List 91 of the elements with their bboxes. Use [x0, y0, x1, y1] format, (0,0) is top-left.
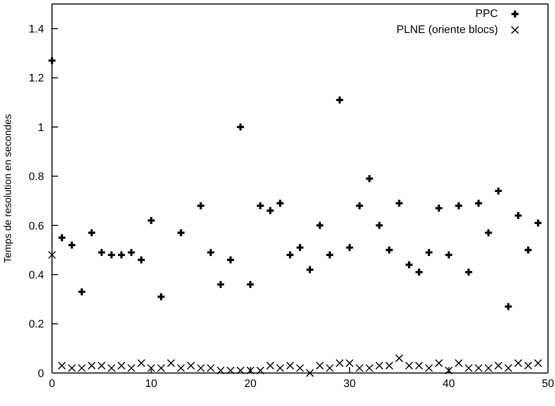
- point: [206, 248, 216, 258]
- point: [434, 359, 443, 368]
- y-tick-label: 0.8: [28, 171, 44, 184]
- point: [57, 233, 67, 242]
- point: [266, 206, 275, 216]
- x-tick-label: 0: [48, 378, 56, 390]
- point: [48, 250, 56, 259]
- point: [77, 287, 86, 296]
- point: [434, 204, 444, 213]
- point: [335, 95, 344, 105]
- point: [176, 228, 186, 238]
- y-axis-title: Temps de resolution en secondes: [3, 114, 14, 263]
- point: [494, 186, 503, 196]
- legend-label: PPC: [475, 7, 498, 22]
- point: [533, 218, 543, 228]
- point: [236, 122, 246, 132]
- point: [146, 216, 156, 226]
- x-tick-label: 10: [145, 378, 158, 390]
- point: [186, 362, 195, 370]
- point: [524, 245, 533, 255]
- y-tick-label: 0.2: [28, 318, 44, 331]
- point: [474, 198, 484, 208]
- point: [167, 359, 176, 368]
- point: [424, 248, 434, 258]
- point: [414, 268, 424, 277]
- legend-label: PLNE (oriente blocs): [396, 23, 498, 38]
- point: [494, 362, 502, 370]
- point: [354, 201, 364, 210]
- point: [127, 364, 136, 372]
- point: [395, 354, 404, 362]
- point: [87, 228, 96, 238]
- x-tick-label: 20: [244, 378, 257, 390]
- x-tick-label: 40: [442, 378, 455, 390]
- y-tick-label: 1.2: [28, 72, 44, 85]
- point: [315, 220, 324, 230]
- point: [67, 240, 76, 250]
- point: [256, 201, 265, 210]
- point: [524, 362, 532, 370]
- y-tick-label: 0.6: [28, 220, 44, 232]
- point: [306, 369, 314, 377]
- point: [345, 242, 354, 252]
- point: [108, 364, 116, 372]
- point: [316, 362, 324, 370]
- point: [325, 250, 334, 260]
- x-tick-label: 30: [343, 378, 356, 390]
- point: [176, 364, 185, 372]
- point: [374, 220, 384, 230]
- point: [384, 245, 394, 255]
- point: [295, 242, 305, 252]
- point: [504, 364, 512, 372]
- point: [394, 198, 404, 208]
- point: [296, 364, 304, 372]
- point: [454, 359, 463, 368]
- point: [514, 210, 523, 220]
- y-tick-label: 0.4: [28, 270, 44, 282]
- point: [266, 362, 274, 370]
- point: [286, 362, 294, 370]
- point: [196, 201, 206, 210]
- point: [285, 250, 295, 260]
- point: [464, 268, 474, 277]
- point: [156, 292, 166, 302]
- point: [484, 228, 494, 238]
- point: [116, 250, 126, 260]
- point: [126, 248, 136, 258]
- point: [404, 260, 414, 270]
- point: [106, 250, 116, 260]
- y-tick-label: 1: [38, 122, 44, 134]
- point: [534, 359, 542, 368]
- point: [136, 255, 146, 264]
- y-tick-label: 0: [38, 368, 44, 380]
- x-tick-label: 50: [542, 378, 554, 390]
- point: [276, 198, 285, 208]
- point: [216, 280, 226, 290]
- point: [364, 174, 374, 184]
- point: [326, 364, 334, 372]
- point: [444, 250, 454, 260]
- point: [444, 366, 453, 375]
- point: [246, 280, 255, 290]
- point: [305, 265, 315, 274]
- point: [504, 302, 513, 312]
- point: [117, 362, 126, 370]
- point: [514, 359, 522, 368]
- point: [424, 364, 433, 372]
- point: [454, 201, 464, 210]
- point: [226, 255, 236, 264]
- point: [97, 248, 106, 258]
- point: [58, 362, 66, 370]
- y-tick-label: 1.4: [28, 24, 44, 36]
- point: [47, 56, 57, 66]
- point: [137, 359, 146, 368]
- point: [276, 364, 284, 372]
